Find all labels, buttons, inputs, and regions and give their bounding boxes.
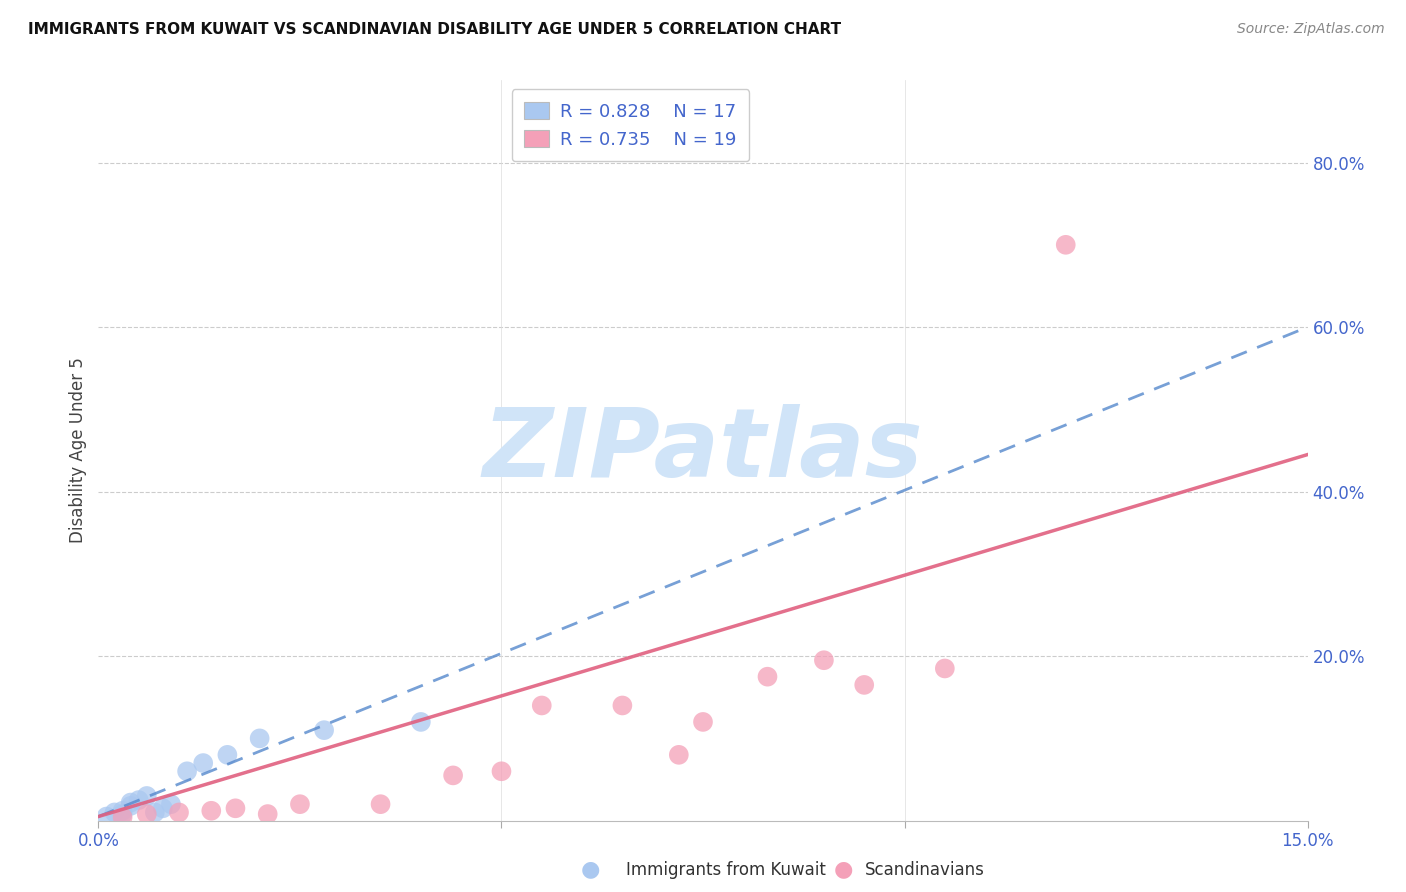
Point bbox=[409, 714, 432, 729]
Text: ●: ● bbox=[834, 860, 853, 880]
Point bbox=[530, 698, 553, 713]
Point bbox=[193, 756, 215, 770]
Point bbox=[314, 723, 336, 738]
Point bbox=[135, 807, 157, 822]
Point bbox=[103, 805, 125, 820]
Point bbox=[288, 797, 311, 812]
Text: ●: ● bbox=[581, 860, 600, 880]
Y-axis label: Disability Age Under 5: Disability Age Under 5 bbox=[69, 358, 87, 543]
Point bbox=[813, 653, 835, 667]
Point bbox=[668, 747, 690, 762]
Point bbox=[111, 810, 134, 824]
Point bbox=[176, 764, 198, 779]
Point bbox=[111, 807, 134, 822]
Point bbox=[612, 698, 634, 713]
Text: Source: ZipAtlas.com: Source: ZipAtlas.com bbox=[1237, 22, 1385, 37]
Point bbox=[934, 661, 956, 675]
Point bbox=[441, 768, 464, 782]
Point bbox=[135, 789, 157, 803]
Point bbox=[111, 804, 134, 818]
Point bbox=[756, 670, 779, 684]
Point bbox=[370, 797, 392, 812]
Point bbox=[200, 804, 222, 818]
Point bbox=[128, 793, 150, 807]
Point bbox=[217, 747, 239, 762]
Point bbox=[120, 796, 142, 810]
Point bbox=[491, 764, 513, 779]
Point bbox=[692, 714, 714, 729]
Text: Scandinavians: Scandinavians bbox=[865, 861, 984, 879]
Point bbox=[249, 731, 271, 746]
Text: Immigrants from Kuwait: Immigrants from Kuwait bbox=[626, 861, 825, 879]
Point bbox=[152, 801, 174, 815]
Point bbox=[160, 797, 183, 812]
Point bbox=[853, 678, 876, 692]
Text: IMMIGRANTS FROM KUWAIT VS SCANDINAVIAN DISABILITY AGE UNDER 5 CORRELATION CHART: IMMIGRANTS FROM KUWAIT VS SCANDINAVIAN D… bbox=[28, 22, 841, 37]
Point bbox=[143, 805, 166, 820]
Legend: R = 0.828    N = 17, R = 0.735    N = 19: R = 0.828 N = 17, R = 0.735 N = 19 bbox=[512, 89, 749, 161]
Point bbox=[1054, 237, 1077, 252]
Point bbox=[120, 798, 142, 813]
Point bbox=[96, 809, 118, 823]
Point bbox=[256, 807, 278, 822]
Point bbox=[224, 801, 246, 815]
Point bbox=[167, 805, 190, 820]
Text: ZIPatlas: ZIPatlas bbox=[482, 404, 924, 497]
